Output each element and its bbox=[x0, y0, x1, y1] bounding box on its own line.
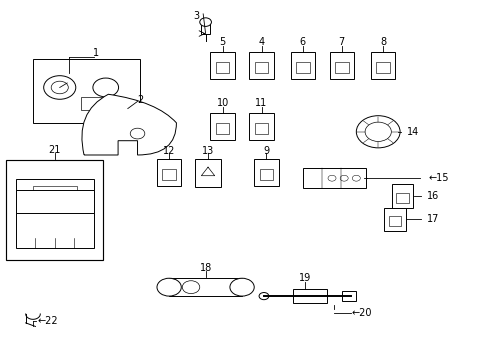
Circle shape bbox=[327, 175, 335, 181]
Circle shape bbox=[365, 122, 390, 141]
Text: 3: 3 bbox=[192, 11, 199, 21]
Bar bbox=[249, 52, 273, 79]
Bar bbox=[6, 160, 103, 260]
Bar bbox=[329, 52, 353, 79]
Text: 12: 12 bbox=[163, 146, 175, 156]
Circle shape bbox=[229, 278, 254, 296]
Bar bbox=[396, 193, 408, 203]
Bar bbox=[16, 213, 94, 248]
Bar bbox=[215, 123, 229, 134]
Bar bbox=[215, 62, 229, 73]
Circle shape bbox=[130, 128, 144, 139]
Bar bbox=[302, 168, 366, 188]
Bar bbox=[169, 278, 242, 296]
Bar bbox=[157, 159, 181, 186]
Circle shape bbox=[259, 293, 268, 300]
Text: 9: 9 bbox=[263, 146, 269, 156]
Bar bbox=[375, 62, 389, 73]
Text: 11: 11 bbox=[255, 98, 267, 108]
Text: 8: 8 bbox=[379, 37, 386, 48]
Text: 14: 14 bbox=[407, 127, 419, 137]
Bar bbox=[391, 184, 413, 208]
Text: 16: 16 bbox=[426, 191, 438, 201]
Text: 21: 21 bbox=[49, 145, 61, 155]
Bar bbox=[295, 62, 309, 73]
Bar bbox=[290, 52, 314, 79]
Bar bbox=[33, 59, 140, 123]
Text: ←22: ←22 bbox=[38, 316, 59, 326]
Bar bbox=[370, 52, 394, 79]
Text: 5: 5 bbox=[219, 37, 225, 48]
Text: 13: 13 bbox=[202, 146, 214, 156]
Bar bbox=[210, 52, 234, 79]
Bar bbox=[33, 186, 77, 193]
Bar bbox=[341, 291, 356, 301]
Text: ←15: ←15 bbox=[427, 173, 448, 183]
Circle shape bbox=[200, 18, 211, 26]
Text: 6: 6 bbox=[299, 37, 305, 48]
Circle shape bbox=[182, 281, 200, 294]
Circle shape bbox=[356, 116, 399, 148]
Text: 10: 10 bbox=[216, 98, 228, 108]
PathPatch shape bbox=[81, 94, 176, 155]
Bar bbox=[254, 159, 278, 186]
Text: 18: 18 bbox=[199, 262, 211, 273]
Bar bbox=[194, 158, 221, 187]
Bar bbox=[16, 190, 94, 215]
Text: ←20: ←20 bbox=[351, 308, 371, 318]
Bar bbox=[162, 169, 176, 180]
Bar bbox=[254, 123, 268, 134]
Text: 7: 7 bbox=[338, 37, 344, 48]
Bar bbox=[259, 169, 273, 180]
Bar bbox=[384, 208, 406, 231]
Circle shape bbox=[157, 278, 181, 296]
Bar bbox=[334, 62, 348, 73]
Circle shape bbox=[351, 175, 360, 181]
Bar bbox=[16, 179, 94, 197]
Bar bbox=[249, 113, 273, 140]
Text: 2: 2 bbox=[137, 95, 143, 105]
Bar bbox=[254, 62, 268, 73]
Circle shape bbox=[93, 78, 118, 97]
Bar bbox=[81, 97, 108, 110]
Circle shape bbox=[43, 76, 76, 99]
Text: 1: 1 bbox=[93, 48, 99, 58]
Circle shape bbox=[51, 81, 68, 94]
Text: 4: 4 bbox=[258, 37, 264, 48]
Bar bbox=[292, 289, 326, 303]
Bar bbox=[201, 23, 210, 33]
Text: 17: 17 bbox=[426, 214, 438, 224]
Bar bbox=[210, 113, 234, 140]
Bar bbox=[388, 216, 401, 226]
Text: 19: 19 bbox=[299, 273, 311, 283]
Circle shape bbox=[340, 175, 347, 181]
